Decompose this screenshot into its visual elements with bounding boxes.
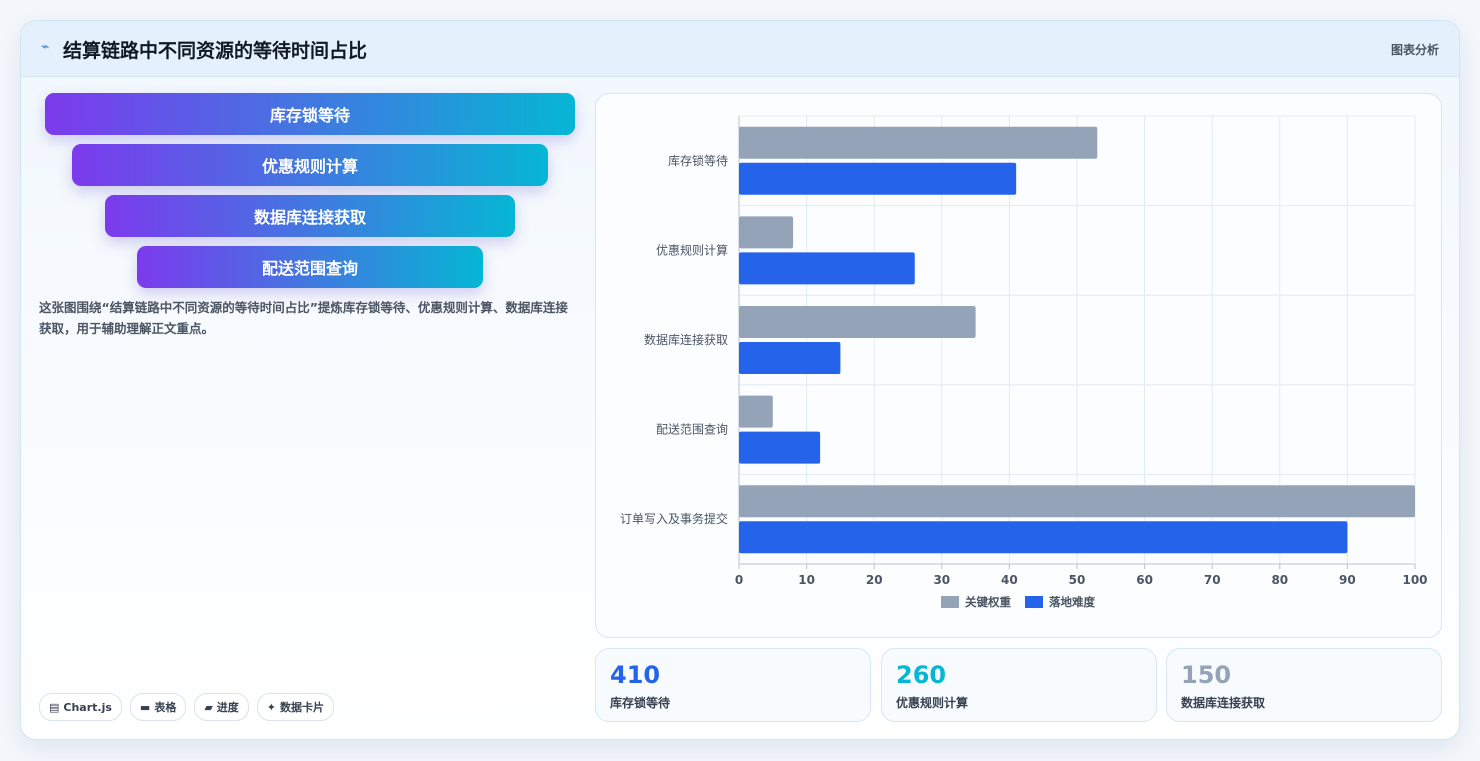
x-tick-label: 0 [735,573,743,587]
legend-label: 关键权重 [965,595,1011,609]
bar-difficulty [739,431,821,464]
x-tick-label: 30 [933,573,950,587]
section-tag: 图表分析 [1390,43,1439,57]
bar-difficulty [739,342,841,374]
x-tick-label: 60 [1136,573,1153,587]
y-tick-label: 优惠规则计算 [656,242,728,257]
bar-difficulty [739,252,915,285]
x-tick-label: 10 [798,573,815,587]
chip-label: Chart.js [63,700,112,714]
progress-icon: ▰ [204,700,213,714]
bar-difficulty [739,162,1017,195]
stat-value: 150 [1181,661,1232,689]
x-tick-label: 20 [866,573,883,587]
chart-description: 这张图围绕“结算链路中不同资源的等待时间占比”提炼库存锁等待、优惠规则计算、数据… [39,300,568,336]
stat-value: 410 [610,661,661,689]
chip-label: 表格 [154,701,177,714]
x-tick-label: 70 [1204,573,1221,587]
x-tick-label: 80 [1271,573,1288,587]
bar-difficulty [739,521,1348,554]
chip-data-card[interactable]: ✦ 数据卡片 [256,693,335,721]
funnel-step-2: 优惠规则计算 [72,144,548,186]
legend-swatch [941,596,959,608]
sparkline-icon: ⌁ [41,39,50,55]
chart-icon: ▤ [49,700,60,714]
funnel-step-3: 数据库连接获取 [105,195,515,237]
bar-key-weight [739,126,1098,159]
stat-card-3: 150 数据库连接获取 [1166,648,1442,722]
bar-key-weight [739,306,976,338]
stat-card-2: 260 优惠规则计算 [881,648,1157,722]
chip-label: 数据卡片 [280,701,325,714]
chip-progress[interactable]: ▰ 进度 [194,693,249,721]
chip-label: 进度 [216,701,239,714]
stat-card-1: 410 库存锁等待 [595,648,871,722]
y-tick-label: 数据库连接获取 [644,332,728,347]
legend-swatch [1025,596,1043,608]
table-icon: ▬ [139,700,151,714]
legend-label: 落地难度 [1049,595,1095,609]
bar-key-weight [739,485,1415,518]
y-tick-label: 配送范围查询 [656,422,728,437]
stat-label: 库存锁等待 [610,696,671,710]
funnel-step-1: 库存锁等待 [45,93,575,135]
chip-table[interactable]: ▬ 表格 [129,693,187,721]
x-tick-label: 40 [1001,573,1018,587]
stat-value: 260 [896,661,947,689]
feature-chips: ▤ Chart.js ▬ 表格 ▰ 进度 ✦ 数据卡片 [39,693,335,721]
chart-panel: 库存锁等待优惠规则计算数据库连接获取配送范围查询订单写入及事务提交 0 10 20 30… [595,93,1442,638]
stat-label: 优惠规则计算 [896,696,969,710]
page-title: 结算链路中不同资源的等待时间占比 [63,40,368,62]
x-tick-label: 90 [1339,573,1356,587]
bar-key-weight [739,216,794,249]
stat-label: 数据库连接获取 [1181,696,1266,710]
x-tick-label: 100 [1402,573,1427,587]
bar-key-weight [739,395,773,428]
chart-card: ⌁ 结算链路中不同资源的等待时间占比 图表分析 库存锁等待 优惠规则计算 数据库… [20,20,1460,740]
funnel-step-4: 配送范围查询 [137,246,483,288]
card-header: ⌁ 结算链路中不同资源的等待时间占比 图表分析 [21,21,1459,77]
x-tick-label: 50 [1069,573,1086,587]
y-tick-label: 库存锁等待 [668,153,728,168]
card-icon: ✦ [266,700,277,714]
chip-chartjs[interactable]: ▤ Chart.js [39,693,122,721]
y-tick-label: 订单写入及事务提交 [620,511,728,526]
